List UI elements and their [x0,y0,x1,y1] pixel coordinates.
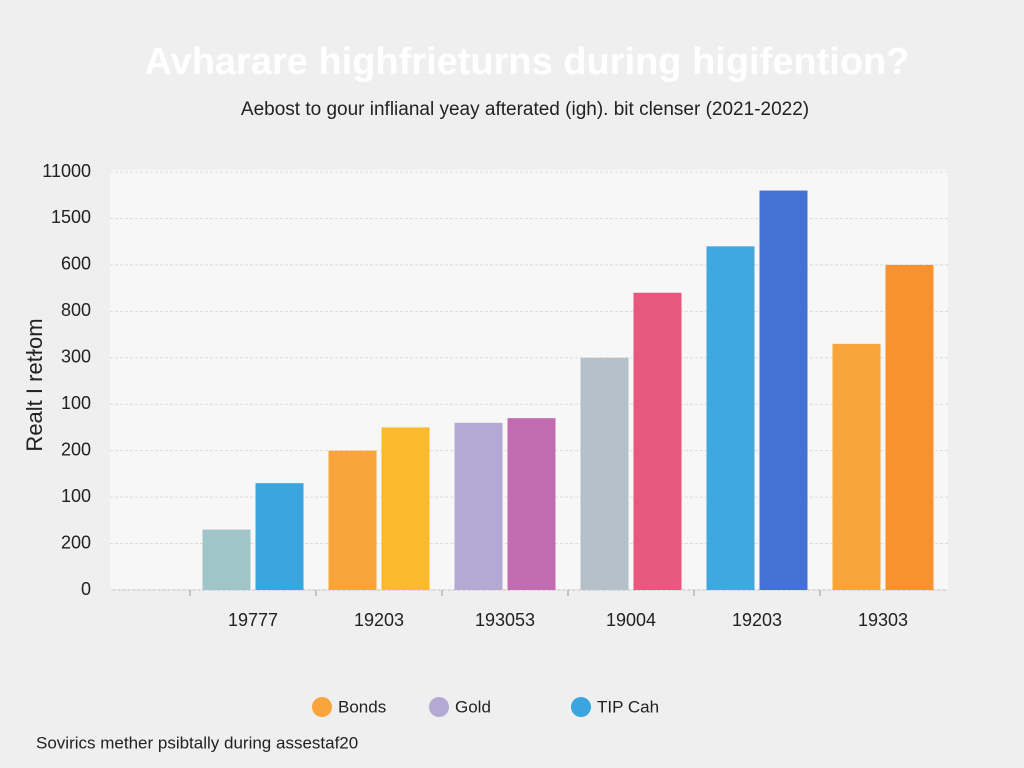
legend-swatch [429,697,449,717]
bar [759,190,808,591]
bar [202,529,251,590]
x-tick-label: 19203 [354,610,404,630]
x-tick-label: 19303 [858,610,908,630]
y-tick-label: 200 [61,532,91,552]
legend-label: Gold [455,697,491,716]
footer: Sovirics mether psibtally during assesta… [36,733,358,752]
chart-subtitle: Aebost to gour inflianal yeay afterated … [241,99,809,120]
bar [255,483,304,590]
bar [328,450,377,590]
x-tick-label: 19004 [606,610,656,630]
y-tick-label: 0 [81,579,91,599]
y-tick-label: 11000 [42,161,91,181]
bar [633,292,682,590]
bar [507,418,556,590]
bar [706,246,755,591]
y-tick-label: 100 [61,393,91,413]
y-tick-label: 600 [61,254,91,274]
legend-label: Bonds [338,697,386,716]
x-tick-label: 19203 [732,610,782,630]
y-tick-label: 1500 [51,207,91,227]
y-tick-label: 300 [61,347,91,367]
chart-title: Avharare highfrieturns during higifentio… [145,41,910,83]
bar [885,264,934,590]
bar [381,427,430,590]
bar [454,422,503,590]
x-tick-label: 19777 [228,610,278,630]
legend-swatch [312,697,332,717]
bar [832,343,881,590]
x-tick-label: 193053 [475,610,535,630]
y-axis-label: Realt I retɫom [22,318,47,451]
y-tick-label: 200 [61,439,91,459]
bar [580,357,629,590]
y-tick-label: 800 [61,300,91,320]
y-tick-label: 100 [61,486,91,506]
legend-label: TIP Cah [597,697,659,716]
legend-swatch [571,697,591,717]
